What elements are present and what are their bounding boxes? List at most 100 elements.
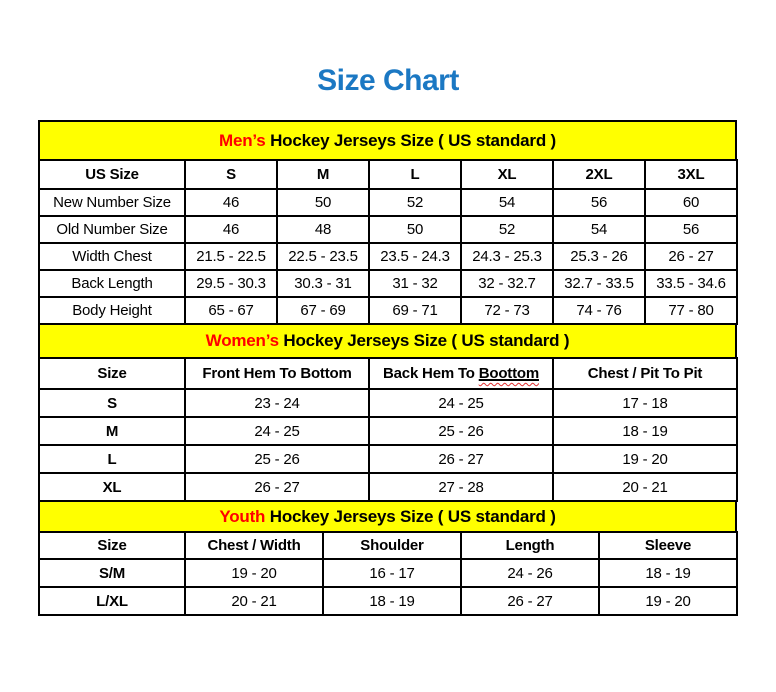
mens-cell: 50 [276,188,370,217]
womens-cell: 17 - 18 [552,388,738,418]
youth-cell: 19 - 20 [184,558,324,588]
table-row: Width Chest 21.5 - 22.5 22.5 - 23.5 23.5… [38,242,738,271]
mens-cell: 56 [644,215,738,244]
youth-caption-band: Youth Hockey Jerseys Size ( US standard … [38,500,737,533]
womens-header-row: Size Front Hem To Bottom Back Hem To Boo… [38,357,738,390]
mens-col-header: 3XL [644,159,738,190]
womens-cell: 25 - 26 [184,444,370,474]
womens-cell: 24 - 25 [368,388,554,418]
youth-header-row: Size Chest / Width Shoulder Length Sleev… [38,531,738,560]
womens-col-header: Chest / Pit To Pit [552,357,738,390]
mens-cell: 65 - 67 [184,296,278,325]
mens-col-header: US Size [38,159,186,190]
misspelled-word-underline: Boottom [479,365,539,382]
table-row: Body Height 65 - 67 67 - 69 69 - 71 72 -… [38,296,738,325]
mens-col-header: 2XL [552,159,646,190]
youth-cell: 20 - 21 [184,586,324,616]
size-chart-content: Men’s Hockey Jerseys Size ( US standard … [38,120,738,616]
youth-cell: 24 - 26 [460,558,600,588]
table-row: Back Length 29.5 - 30.3 30.3 - 31 31 - 3… [38,269,738,298]
page-title: Size Chart [317,64,459,97]
mens-row-label: Old Number Size [38,215,186,244]
mens-cell: 67 - 69 [276,296,370,325]
womens-row-label: S [38,388,186,418]
womens-cell: 23 - 24 [184,388,370,418]
mens-cell: 33.5 - 34.6 [644,269,738,298]
mens-cell: 60 [644,188,738,217]
womens-cell: 18 - 19 [552,416,738,446]
mens-row-label: Body Height [38,296,186,325]
mens-cell: 69 - 71 [368,296,462,325]
womens-row-label: L [38,444,186,474]
mens-cell: 54 [460,188,554,217]
womens-col-header: Size [38,357,186,390]
youth-cell: 16 - 17 [322,558,462,588]
mens-col-header: M [276,159,370,190]
mens-header-row: US Size S M L XL 2XL 3XL [38,159,738,190]
womens-cell: 27 - 28 [368,472,554,502]
mens-cell: 24.3 - 25.3 [460,242,554,271]
womens-caption-highlight: Women’s [205,331,279,350]
table-row: S 23 - 24 24 - 25 17 - 18 [38,388,738,418]
mens-caption-band: Men’s Hockey Jerseys Size ( US standard … [38,120,737,161]
mens-size-table: US Size S M L XL 2XL 3XL New Number Size… [38,159,738,325]
womens-caption-text: Hockey Jerseys Size ( US standard ) [278,331,570,350]
mens-col-header: S [184,159,278,190]
mens-cell: 23.5 - 24.3 [368,242,462,271]
womens-caption-band: Women’s Hockey Jerseys Size ( US standar… [38,323,737,359]
mens-caption-highlight: Men’s [219,130,266,150]
mens-cell: 48 [276,215,370,244]
womens-cell: 26 - 27 [184,472,370,502]
womens-col-header: Front Hem To Bottom [184,357,370,390]
table-row: Old Number Size 46 48 50 52 54 56 [38,215,738,244]
youth-row-label: L/XL [38,586,186,616]
mens-cell: 50 [368,215,462,244]
table-row: M 24 - 25 25 - 26 18 - 19 [38,416,738,446]
mens-cell: 26 - 27 [644,242,738,271]
womens-cell: 19 - 20 [552,444,738,474]
womens-row-label: M [38,416,186,446]
womens-col-header-misspelled: Back Hem To Boottom [368,357,554,390]
womens-row-label: XL [38,472,186,502]
mens-cell: 56 [552,188,646,217]
youth-cell: 26 - 27 [460,586,600,616]
womens-col-header-prefix: Back Hem To [383,365,479,382]
womens-cell: 20 - 21 [552,472,738,502]
mens-cell: 32 - 32.7 [460,269,554,298]
mens-cell: 30.3 - 31 [276,269,370,298]
mens-cell: 74 - 76 [552,296,646,325]
mens-caption-text: Hockey Jerseys Size ( US standard ) [265,130,556,150]
youth-col-header: Length [460,531,600,560]
table-row: S/M 19 - 20 16 - 17 24 - 26 18 - 19 [38,558,738,588]
youth-col-header: Size [38,531,186,560]
womens-cell: 26 - 27 [368,444,554,474]
mens-cell: 52 [460,215,554,244]
youth-cell: 18 - 19 [598,558,738,588]
youth-cell: 19 - 20 [598,586,738,616]
youth-col-header: Chest / Width [184,531,324,560]
mens-cell: 52 [368,188,462,217]
spellcheck-squiggle-word: Boottom [478,365,539,382]
youth-cell: 18 - 19 [322,586,462,616]
table-row: New Number Size 46 50 52 54 56 60 [38,188,738,217]
mens-row-label: Width Chest [38,242,186,271]
mens-cell: 32.7 - 33.5 [552,269,646,298]
youth-caption-highlight: Youth [219,506,266,526]
youth-row-label: S/M [38,558,186,588]
mens-cell: 21.5 - 22.5 [184,242,278,271]
mens-row-label: Back Length [38,269,186,298]
mens-cell: 46 [184,188,278,217]
womens-cell: 24 - 25 [184,416,370,446]
youth-caption-text: Hockey Jerseys Size ( US standard ) [265,506,556,526]
table-row: L 25 - 26 26 - 27 19 - 20 [38,444,738,474]
youth-col-header: Sleeve [598,531,738,560]
mens-col-header: L [368,159,462,190]
mens-cell: 77 - 80 [644,296,738,325]
mens-cell: 54 [552,215,646,244]
mens-col-header: XL [460,159,554,190]
mens-cell: 31 - 32 [368,269,462,298]
mens-cell: 22.5 - 23.5 [276,242,370,271]
table-row: XL 26 - 27 27 - 28 20 - 21 [38,472,738,502]
mens-cell: 46 [184,215,278,244]
mens-cell: 25.3 - 26 [552,242,646,271]
